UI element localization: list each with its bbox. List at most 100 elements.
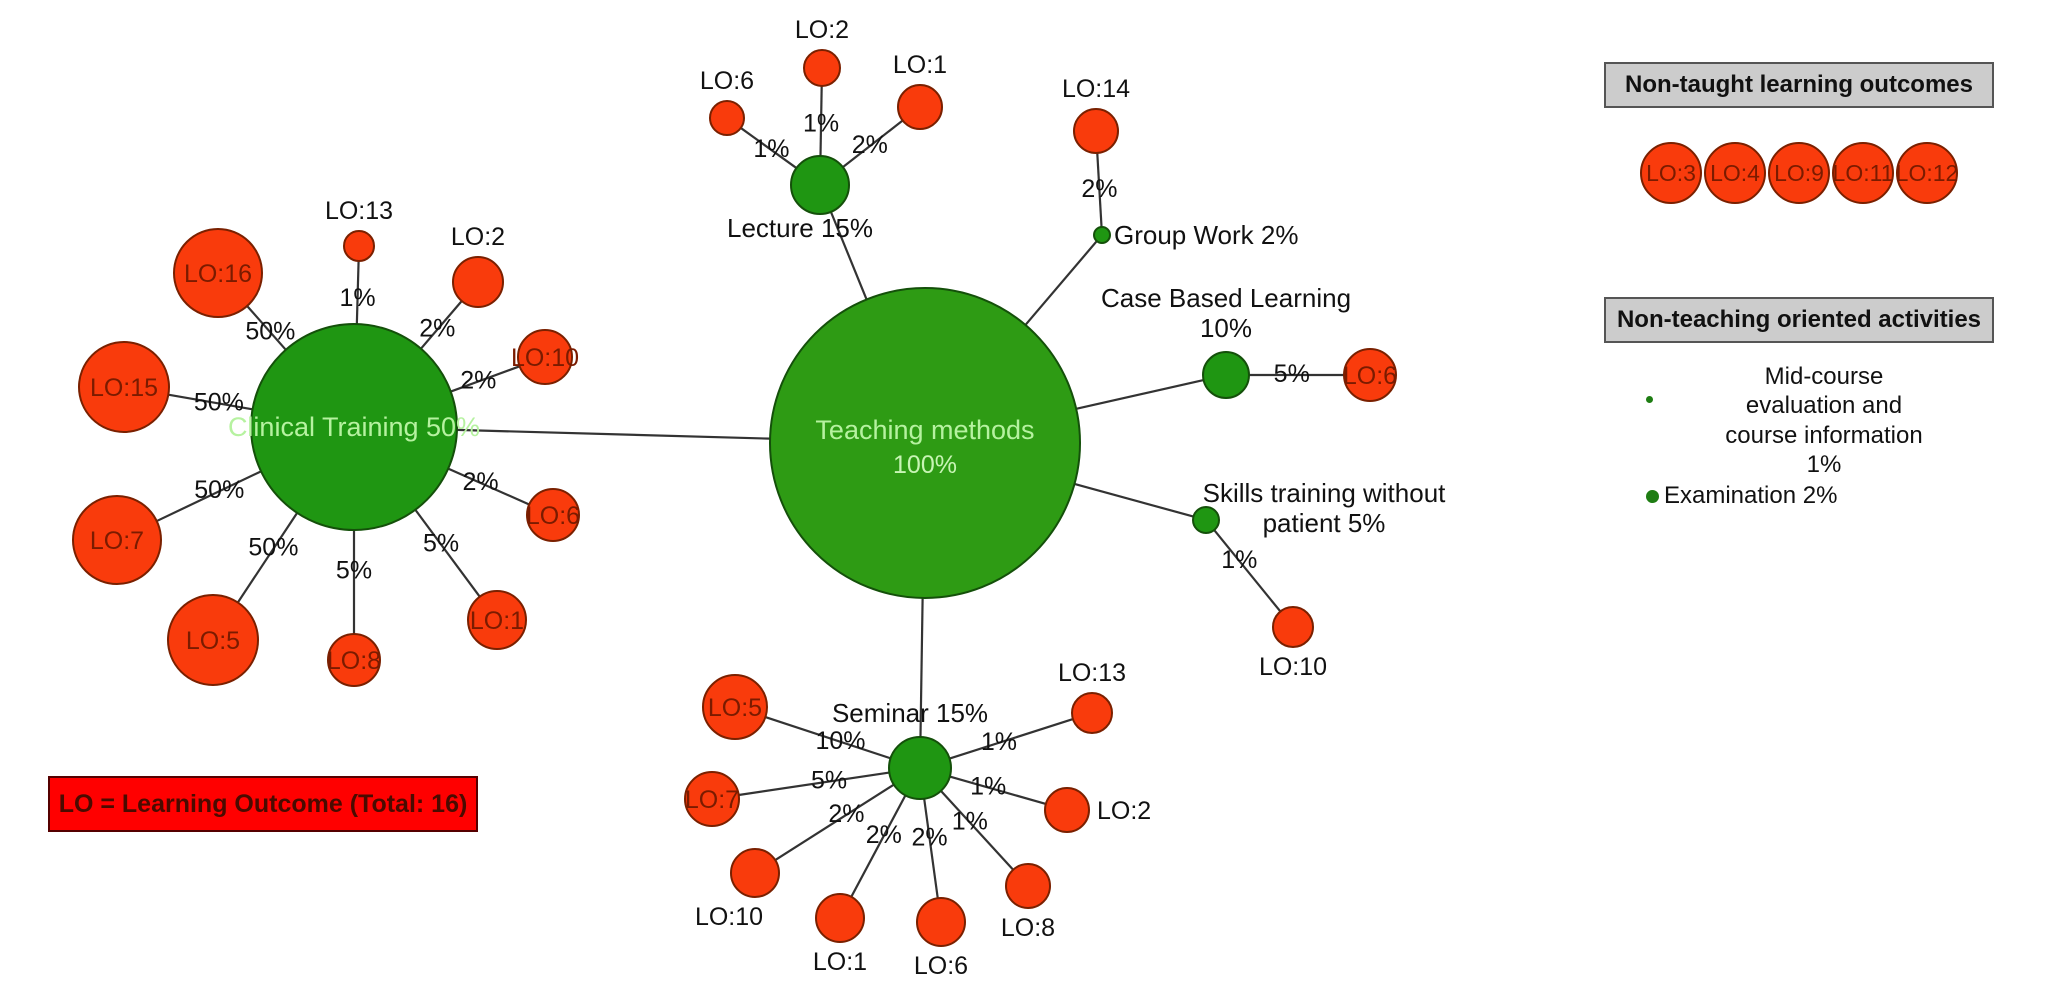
learning-outcome-node[interactable] [1272,606,1314,648]
learning-outcome-node[interactable] [1073,108,1119,154]
learning-outcome-label: LO:13 [325,197,393,225]
learning-outcome-node[interactable] [167,594,259,686]
edge-percent-label: 5% [811,767,847,795]
edge-method-to-outcome [355,260,360,325]
learning-outcome-node[interactable] [1044,787,1090,833]
edge-method-to-outcome [949,775,1047,806]
activity-line-3: course information [1725,421,1923,449]
edge-method-to-outcome [447,467,530,506]
teaching-method-node[interactable] [1192,506,1220,534]
edge-percent-label: 1% [803,110,839,138]
teaching-method-node[interactable] [790,155,850,215]
activity-line-1: Mid-course [1764,363,1884,390]
edge-hub-to-method [1024,240,1098,326]
learning-outcome-key: LO = Learning Outcome (Total: 16) [48,776,478,832]
learning-outcome-node[interactable] [1005,863,1051,909]
learning-outcome-node[interactable] [684,771,740,827]
learning-outcome-node[interactable] [327,633,381,687]
learning-outcome-node[interactable] [343,230,375,262]
learning-outcome-node[interactable] [72,495,162,585]
learning-outcome-node[interactable] [517,329,573,385]
learning-outcome-node[interactable] [702,674,768,740]
edge-hub-to-method [1075,378,1204,410]
non-taught-outcome-chip[interactable]: LO:12 [1896,142,1958,204]
teaching-method-node[interactable] [888,736,952,800]
learning-outcome-label: LO:8 [1001,914,1055,942]
edge-percent-label: 5% [423,530,459,558]
edge-percent-label: 2% [1081,175,1117,203]
edge-percent-label: 5% [336,557,372,585]
non-taught-outcome-chip[interactable]: LO:11 [1832,142,1894,204]
panel-non-taught-title: Non-taught learning outcomes [1604,62,1994,108]
learning-outcome-node[interactable] [467,590,527,650]
learning-outcome-node[interactable] [709,100,745,136]
learning-outcome-node[interactable] [78,341,170,433]
learning-outcome-label: LO:5 [186,627,240,655]
edge-percent-label: 10% [815,727,865,755]
teaching-method-node[interactable] [250,323,458,531]
edge-percent-label: 1% [981,728,1017,756]
learning-outcome-node[interactable] [173,228,263,318]
learning-outcome-label: LO:14 [1062,75,1130,103]
edge-method-to-outcome [819,85,823,157]
node-layer [72,49,1397,947]
learning-outcome-node[interactable] [815,893,865,943]
learning-outcome-label: LO:7 [685,786,739,814]
non-taught-outcome-chip[interactable]: LO:4 [1704,142,1766,204]
teaching-method-node[interactable] [1093,226,1111,244]
activity-midcourse-evaluation: Mid-course evaluation and course informa… [1664,362,1984,479]
learning-outcome-node[interactable] [916,897,966,947]
learning-outcome-label: LO:2 [795,16,849,44]
edge-method-to-outcome [850,794,907,898]
learning-outcome-node[interactable] [1071,692,1113,734]
learning-outcome-node[interactable] [803,49,841,87]
learning-outcome-label: LO:13 [1058,659,1126,687]
method-label-skills: patient 5% [1263,508,1386,538]
edge-percent-label: 50% [245,317,295,345]
learning-outcome-label: LO:1 [813,948,867,976]
teaching-method-node[interactable] [1202,351,1250,399]
activity-line-4: 1% [1806,450,1842,478]
learning-outcome-label: LO:7 [90,527,144,555]
edge-percent-label: 1% [753,135,789,163]
hub-label: Teaching methods [815,415,1034,445]
edge-method-to-outcome [450,365,521,393]
edge-percent-label: 5% [1274,360,1310,388]
edge-percent-label: 2% [419,315,455,343]
non-teaching-activities: Mid-course evaluation and course informa… [1604,356,2004,546]
edge-method-to-outcome [236,512,299,604]
learning-outcome-label: LO:2 [1097,797,1151,825]
learning-outcome-label: LO:6 [526,502,580,530]
edge-method-to-outcome [774,783,895,862]
edge-method-to-outcome [923,798,939,899]
edge-method-to-outcome [738,771,890,797]
learning-outcome-node[interactable] [526,488,580,542]
edge-layer [156,85,1344,899]
learning-outcome-label: LO:16 [184,260,252,288]
method-label-skills: Skills training without [1203,478,1447,508]
non-taught-outcome-chip[interactable]: LO:9 [1768,142,1830,204]
edge-percent-label: 50% [248,534,298,562]
learning-outcome-label: LO:10 [695,903,763,931]
learning-outcome-label: LO:10 [1259,653,1327,681]
edge-percent-label: 2% [852,131,888,159]
edge-hub-to-method [919,597,924,738]
method-label-seminar: Seminar 15% [832,698,988,728]
edge-method-to-outcome [949,718,1074,760]
method-label-cbl: 10% [1200,313,1252,343]
activity-examination: Examination 2% [1664,482,1838,509]
hub-node-teaching-methods[interactable] [769,287,1081,599]
edge-method-to-outcome [765,715,891,760]
learning-outcome-label: LO:1 [893,51,947,79]
edge-method-to-outcome [156,470,262,523]
edge-hub-to-method [1074,482,1194,518]
learning-outcome-node[interactable] [730,848,780,898]
non-taught-outcome-chip[interactable]: LO:3 [1640,142,1702,204]
method-label-clinical: Clinical Training 50% [228,412,480,442]
learning-outcome-node[interactable] [1343,348,1397,402]
examination-bullet-dot [1646,490,1659,503]
learning-outcome-node[interactable] [452,256,504,308]
learning-outcome-node[interactable] [897,84,943,130]
